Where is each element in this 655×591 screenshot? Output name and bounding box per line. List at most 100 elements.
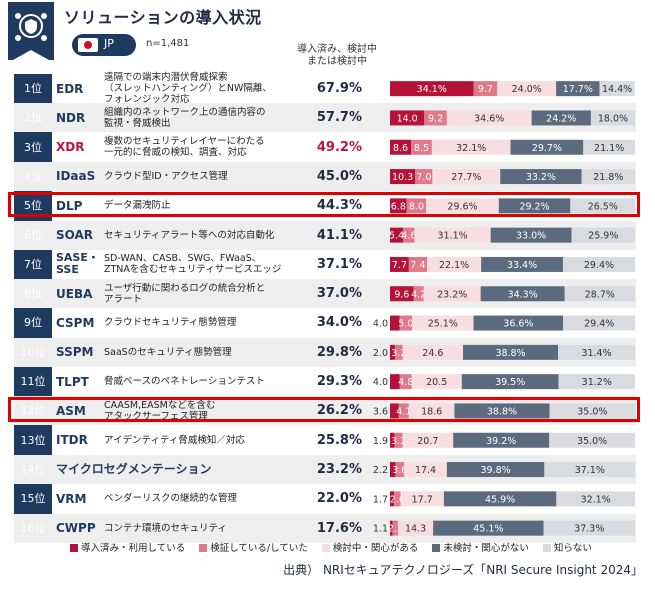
bar-segment — [394, 344, 403, 360]
solution-description: セキュリティアラート等への対応自動化 — [104, 221, 304, 250]
solution-description: 遠隔での端末内潜伏脅威探索 （スレットハンティング）とNW隔離、 フォレンジック対応 — [104, 72, 304, 105]
data-label: 29.4% — [584, 319, 614, 330]
adoption-percent: 45.0% — [316, 168, 362, 184]
description-line: ZTNAを含むセキュリティサービスエッジ — [104, 264, 282, 276]
bar-segment — [510, 139, 584, 155]
table-row: 7位 SASE・SSE SD-WAN、CASB、SWG、FWaaS、 ZTNAを含むセ… — [14, 250, 636, 279]
legend-swatch — [432, 544, 441, 552]
legend-label: 検証している/していた — [210, 543, 308, 554]
data-label: 5.0 — [398, 319, 413, 330]
bar-segment — [446, 462, 545, 478]
data-label: 9.2 — [428, 113, 443, 124]
bar-segment — [426, 198, 499, 214]
data-label: 26.5% — [588, 201, 618, 212]
legend-swatch — [542, 544, 551, 552]
column-header-line: 導入済み、検討中 — [297, 44, 377, 55]
data-label: 39.8% — [481, 465, 511, 476]
data-label: 25.1% — [428, 319, 458, 330]
bar-segment — [390, 374, 400, 390]
legend-label: 未検討・関心がない — [443, 543, 529, 554]
data-label: 5.4 — [389, 231, 404, 242]
solution-description: データ漏洩防止 — [104, 191, 304, 220]
table-row: 13位 ITDR アイデンティティ脅威検知／対応 25.8% — [14, 426, 636, 455]
bar-segment — [599, 81, 635, 97]
rank-label: 12位 — [20, 404, 46, 418]
bar-segment — [581, 169, 635, 185]
rank-label: 16位 — [20, 521, 46, 535]
adoption-percent: 22.0% — [316, 491, 362, 507]
data-label: 3.6 — [392, 465, 407, 476]
data-label: 3.2 — [391, 436, 406, 447]
solution-code: SSPM — [56, 345, 94, 360]
description-line: アタックサーフェス管理 — [104, 410, 208, 422]
bar-segment — [415, 169, 433, 185]
data-label: 24.0% — [512, 84, 542, 95]
solution-code: SOAR — [56, 228, 94, 242]
data-label: 8.5 — [414, 143, 429, 154]
solution-code: ASM — [56, 403, 86, 418]
description-line: アラート — [104, 293, 143, 305]
rank-label: 8位 — [24, 287, 42, 301]
solution-description: CAASM,EASMなどを含む アタックサーフェス管理 — [104, 396, 304, 425]
adoption-percent: 44.3% — [316, 198, 362, 214]
solution-code: VRM — [56, 491, 87, 506]
table-row: 5位 DLP データ漏洩防止 44.3% — [14, 191, 636, 220]
bar-segment — [454, 403, 550, 419]
bar-segment — [406, 198, 427, 214]
solution-description: クラウドセキュリティ態勢管理 — [104, 308, 304, 337]
data-label: 2.6 — [390, 494, 405, 505]
bar-segment — [390, 403, 399, 419]
bar-segment — [412, 315, 474, 331]
table-row: 1位 EDR 遠隔での端末内潜伏脅威探索 （スレットハンティング）とNW隔離、 フォレン… — [14, 72, 636, 105]
description-line: 遠隔での端末内潜伏脅威探索 — [104, 72, 228, 83]
bar-segment — [556, 491, 635, 507]
data-label: 27.7% — [451, 172, 481, 183]
description-line: フォレンジック対応 — [104, 94, 190, 105]
bar-segment — [461, 374, 559, 390]
description-line: 一元的に脅威の検知、調査、対応 — [104, 147, 247, 159]
description-line: クラウドセキュリティ態勢管理 — [104, 317, 237, 329]
data-label: 9.7 — [478, 84, 493, 95]
data-label: 3.6 — [373, 406, 388, 417]
bar-segment — [481, 256, 563, 272]
solution-description: アイデンティティ脅威検知／対応 — [104, 426, 304, 455]
bar-segment — [549, 403, 636, 419]
data-label: 37.3% — [574, 524, 604, 535]
bar-segment — [446, 110, 532, 126]
data-label: 7.0 — [416, 172, 431, 183]
adoption-percent: 34.0% — [316, 315, 362, 331]
rank-label: 13位 — [20, 433, 46, 447]
adoption-percent: 49.2% — [316, 139, 362, 155]
bar-segment — [402, 344, 464, 360]
bar-segment — [549, 432, 635, 448]
data-label: 34.1% — [417, 84, 447, 95]
bar-segment — [571, 227, 635, 243]
data-label: 20.5 — [426, 377, 447, 388]
data-label: 29.4% — [584, 260, 614, 271]
legend-item: 検証している/していた — [199, 543, 308, 554]
bar-segment — [395, 462, 405, 478]
data-label: 33.4% — [507, 260, 537, 271]
bar-segment — [473, 315, 564, 331]
data-label: 4.1 — [396, 406, 411, 417]
bar-segment — [403, 227, 415, 243]
solution-code: UEBA — [56, 286, 93, 301]
solution-description: クラウド型ID・アクセス管理 — [104, 162, 304, 191]
data-label: 4.0 — [373, 319, 388, 330]
solution-description: SD-WAN、CASB、SWG、FWaaS、 ZTNAを含むセキュリティサービスエ… — [104, 250, 304, 279]
bar-segment — [544, 462, 636, 478]
bar-segment — [408, 403, 455, 419]
description-line: アイデンティティ脅威検知／対応 — [104, 434, 245, 446]
description-line: ベンダーリスクの継続的な管理 — [104, 493, 238, 505]
legend-item: 検討中・関心がある — [321, 543, 418, 554]
data-label: 35.0% — [577, 406, 607, 417]
bar-segment — [531, 110, 591, 126]
bar-segment — [570, 198, 636, 214]
column-header: 導入済み、検討中 または検討中 — [282, 44, 392, 68]
adoption-percent: 26.2% — [316, 403, 362, 419]
bar-segment — [394, 491, 401, 507]
table-row: 15位 VRM ベンダーリスクの継続的な管理 22.0% — [14, 484, 636, 513]
solution-description: SaaSのセキュリティ態勢管理 — [104, 338, 304, 367]
data-label: 22.1% — [439, 260, 469, 271]
